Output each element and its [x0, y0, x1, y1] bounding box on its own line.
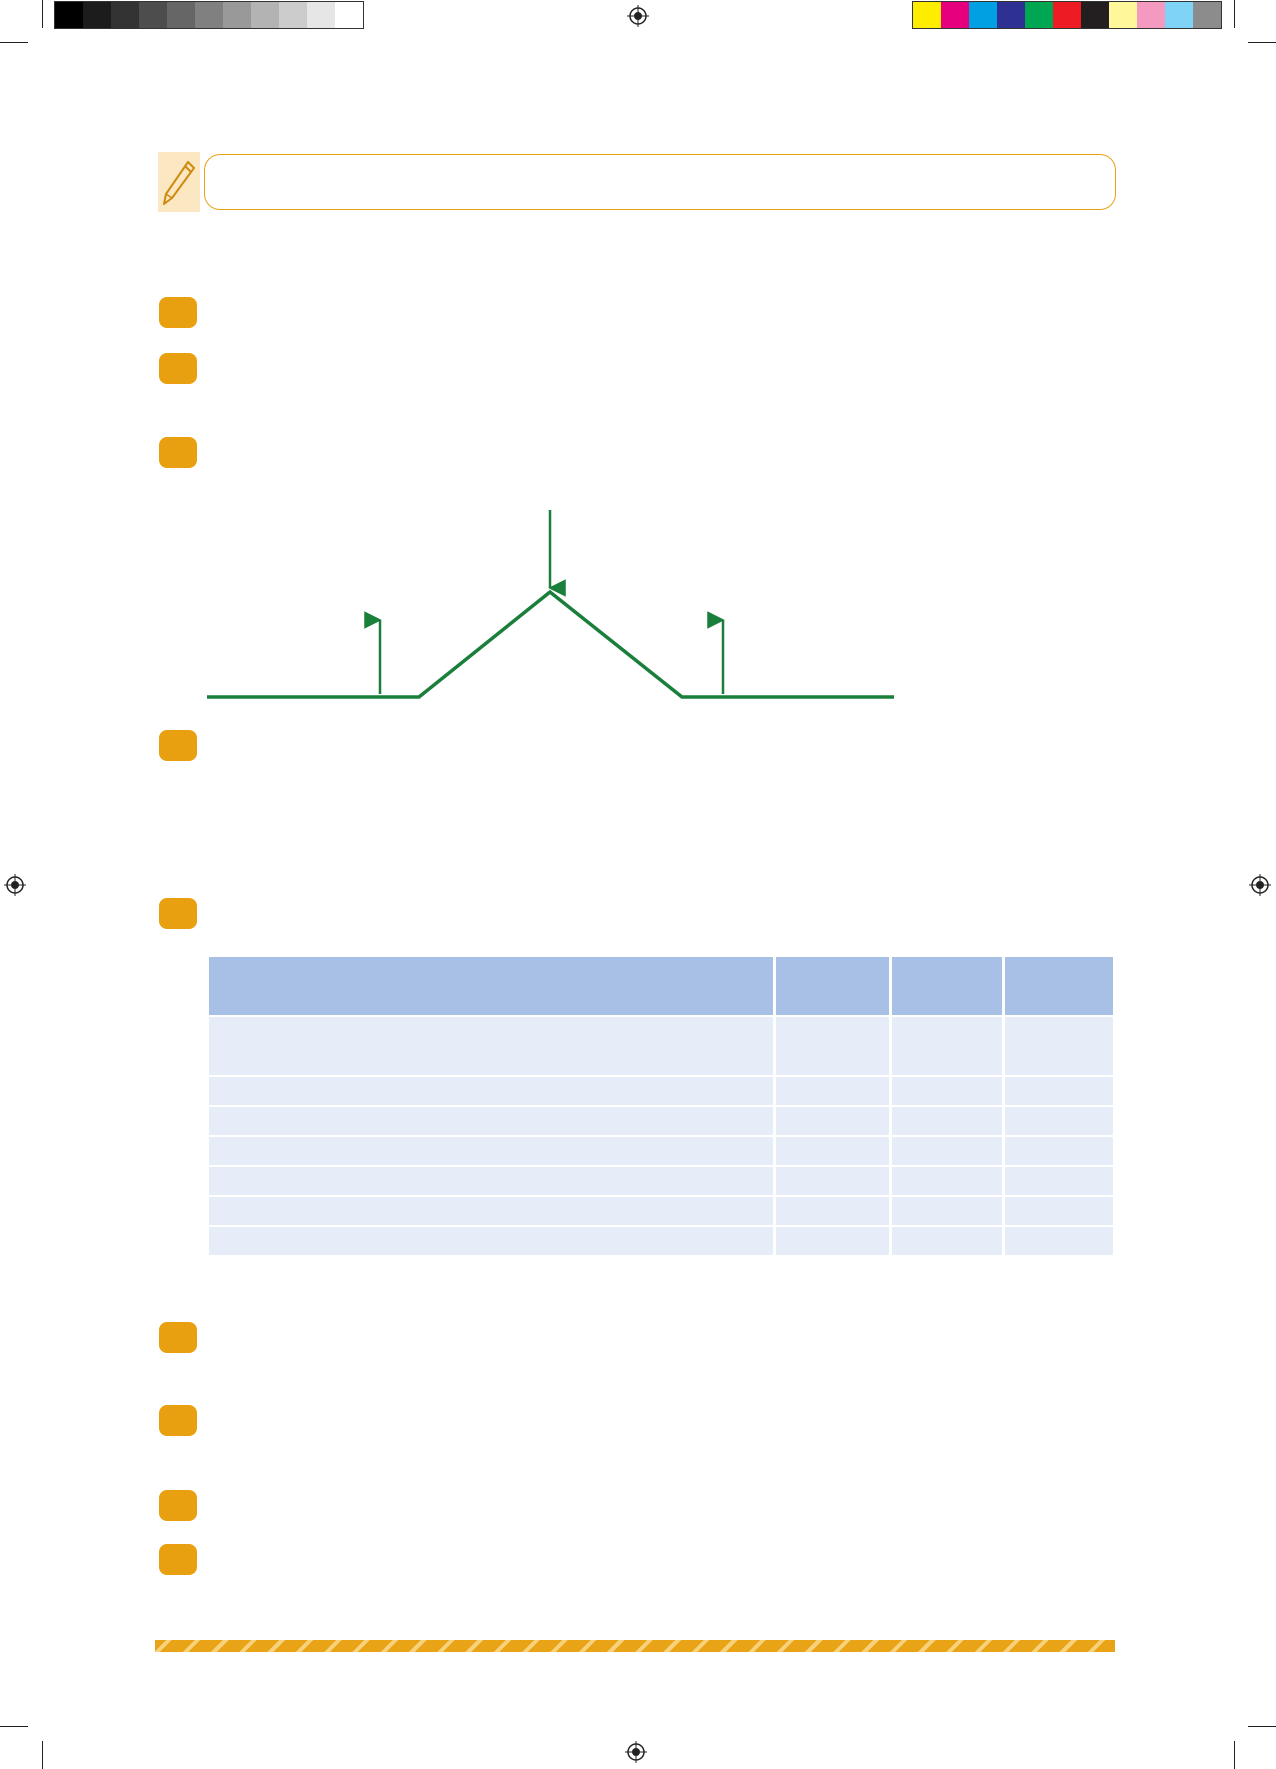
color-swatch — [913, 2, 941, 28]
table-cell — [1005, 1017, 1113, 1075]
color-swatch — [1193, 2, 1221, 28]
color-swatch — [83, 2, 111, 28]
table-cell — [776, 1227, 890, 1255]
question-bullet-7 — [159, 1405, 197, 1436]
table-cell — [776, 1017, 890, 1075]
table-cell — [892, 1227, 1003, 1255]
beam-profile-line — [207, 589, 894, 699]
registration-mark-top — [627, 5, 649, 27]
color-swatch — [279, 2, 307, 28]
color-swatch — [1109, 2, 1137, 28]
table-cell — [776, 1137, 890, 1165]
question-bullet-4 — [159, 730, 197, 761]
crop-mark-bottom-left-h — [0, 1726, 28, 1727]
table-cell — [1005, 1197, 1113, 1225]
table-cell — [1005, 1107, 1113, 1135]
color-swatch — [997, 2, 1025, 28]
table-cell — [209, 1167, 774, 1195]
footer-decorative-band — [155, 1640, 1115, 1652]
color-swatch — [195, 2, 223, 28]
color-swatch — [1081, 2, 1109, 28]
crop-mark-top-right-h — [1248, 42, 1276, 43]
color-swatch — [251, 2, 279, 28]
color-swatch — [111, 2, 139, 28]
table-cell — [776, 1077, 890, 1105]
table-cell — [1005, 1137, 1113, 1165]
table-header-cell — [1005, 957, 1113, 1015]
table-cell — [776, 1197, 890, 1225]
color-swatch — [1025, 2, 1053, 28]
question-bullet-3 — [159, 437, 197, 468]
table-cell — [892, 1167, 1003, 1195]
registration-mark-bottom — [625, 1741, 647, 1763]
question-bullet-5 — [159, 898, 197, 929]
color-swatch — [335, 2, 363, 28]
table-cell — [892, 1137, 1003, 1165]
color-swatch — [941, 2, 969, 28]
table-row — [209, 1197, 1113, 1225]
crop-mark-top-left-h — [0, 42, 28, 43]
table-cell — [1005, 1167, 1113, 1195]
table-cell — [209, 1227, 774, 1255]
question-bullet-8 — [159, 1490, 197, 1521]
color-swatch — [1053, 2, 1081, 28]
table-cell — [892, 1077, 1003, 1105]
color-swatch — [55, 2, 83, 28]
crop-mark-bottom-left-v — [42, 1741, 43, 1769]
table-header-cell — [776, 957, 890, 1015]
color-swatch — [167, 2, 195, 28]
table-cell — [209, 1197, 774, 1225]
registration-mark-left — [4, 874, 26, 896]
title-frame — [204, 154, 1116, 210]
table-row — [209, 1107, 1113, 1135]
color-bar — [912, 1, 1222, 29]
color-swatch — [969, 2, 997, 28]
pen-icon — [163, 161, 195, 205]
table-cell — [209, 1077, 774, 1105]
table-cell — [892, 1107, 1003, 1135]
table-row — [209, 1017, 1113, 1075]
pen-icon-box — [158, 152, 200, 212]
color-swatch — [307, 2, 335, 28]
table-row — [209, 1227, 1113, 1255]
table-cell — [209, 1137, 774, 1165]
table-header-cell — [209, 957, 774, 1015]
question-bullet-1 — [159, 297, 197, 328]
registration-mark-right — [1249, 874, 1271, 896]
crop-mark-top-right-v — [1234, 0, 1235, 28]
table-cell — [209, 1017, 774, 1075]
table-row — [209, 1077, 1113, 1105]
table-cell — [892, 1197, 1003, 1225]
table-row — [209, 1137, 1113, 1165]
question-bullet-2 — [159, 353, 197, 384]
color-swatch — [139, 2, 167, 28]
table-header-row — [209, 957, 1113, 1015]
table-cell — [776, 1167, 890, 1195]
color-swatch — [1165, 2, 1193, 28]
question-bullet-9 — [159, 1544, 197, 1575]
crop-mark-bottom-right-h — [1248, 1726, 1276, 1727]
table-cell — [892, 1017, 1003, 1075]
crop-mark-top-left-v — [42, 0, 43, 28]
color-swatch — [1137, 2, 1165, 28]
table-cell — [1005, 1227, 1113, 1255]
force-diagram — [207, 510, 894, 699]
data-table — [206, 955, 1116, 1257]
table-cell — [209, 1107, 774, 1135]
grayscale-bar — [54, 1, 364, 29]
table-cell — [776, 1107, 890, 1135]
color-swatch — [223, 2, 251, 28]
table-cell — [1005, 1077, 1113, 1105]
crop-mark-bottom-right-v — [1234, 1741, 1235, 1769]
table-row — [209, 1167, 1113, 1195]
table-header-cell — [892, 957, 1003, 1015]
question-bullet-6 — [159, 1322, 197, 1353]
